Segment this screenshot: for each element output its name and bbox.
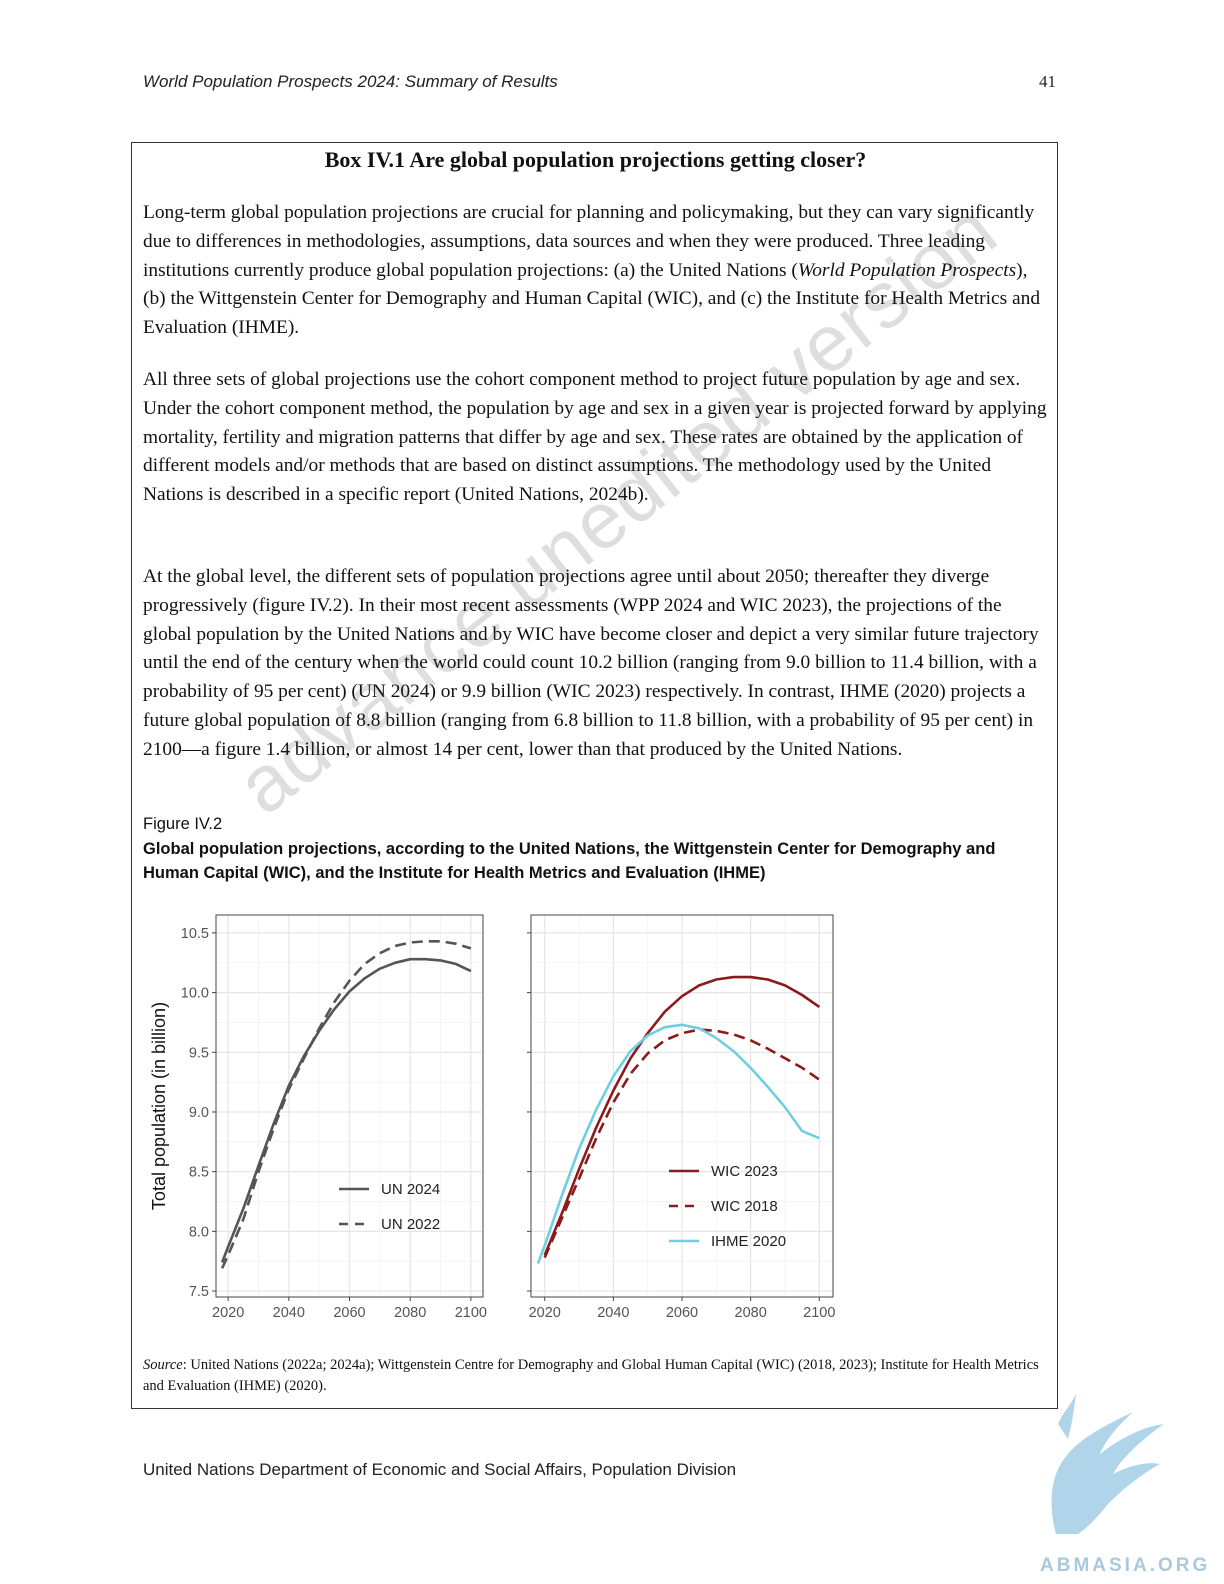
- source-label: Source: [143, 1357, 183, 1373]
- x-tick-label: 2040: [273, 1305, 305, 1321]
- legend-label: IHME 2020: [711, 1233, 786, 1250]
- y-axis-label: Total population (in billion): [149, 1002, 169, 1210]
- y-tick-label: 7.5: [189, 1284, 209, 1300]
- x-tick-label: 2060: [666, 1305, 698, 1321]
- y-tick-label: 10.5: [181, 926, 209, 942]
- chart-panel-left: 2020 2040 2060 2080 2100 7.5 8.0 8.5 9.0 9.5 10.0 1…: [149, 914, 487, 1321]
- page-footer: United Nations Department of Economic an…: [143, 1460, 737, 1479]
- y-tick-label: 9.0: [189, 1105, 209, 1121]
- series-line-un-2022: [220, 940, 472, 1269]
- x-tick-label: 2080: [394, 1305, 426, 1321]
- x-tick-label: 2040: [597, 1305, 629, 1321]
- legend-label: UN 2022: [381, 1216, 440, 1233]
- x-tick-label: 2060: [333, 1305, 365, 1321]
- legend-label: WIC 2023: [711, 1163, 778, 1180]
- x-tick-label: 2020: [212, 1305, 244, 1321]
- series-line-wic-2023: [543, 975, 821, 1256]
- figure-title: Global population projections, according…: [143, 840, 996, 882]
- chart-panel-right: 2020 2040 2060 2080 2100 WIC 2023 WIC 2018 IHME…: [527, 914, 835, 1321]
- series-line-wic-2018: [543, 1028, 821, 1259]
- paragraph-3: At the global level, the different sets …: [143, 566, 1039, 760]
- legend-label: UN 2024: [381, 1181, 440, 1198]
- figure-label: Figure IV.2: [143, 815, 223, 833]
- x-tick-label: 2100: [455, 1305, 487, 1321]
- legend-label: WIC 2018: [711, 1198, 778, 1215]
- paragraph-1-text-b: ), (b) the Wittgenstein Center for Demog…: [143, 259, 1041, 339]
- figure-source: Source: United Nations (2022a; 2024a); W…: [143, 1355, 1043, 1397]
- paragraph-2: All three sets of global projections use…: [143, 369, 1047, 506]
- y-tick-label: 8.0: [189, 1224, 209, 1240]
- paragraph-1-italic: World Population Prospects: [797, 259, 1017, 281]
- figure-charts: 2020 2040 2060 2080 2100 7.5 8.0 8.5 9.0 9.5 10.0 1…: [149, 914, 835, 1321]
- series-line-un-2024: [220, 957, 472, 1263]
- series-line-ihme-2020: [536, 1023, 820, 1265]
- brand-wordmark: ABMASIA.ORG: [1040, 1555, 1211, 1576]
- box-title: Box IV.1 Are global population projectio…: [324, 147, 867, 172]
- paragraph-1-text-a: Long-term global population projections …: [143, 202, 1035, 281]
- source-text: : United Nations (2022a; 2024a); Wittgen…: [143, 1357, 1039, 1394]
- y-tick-label: 8.5: [189, 1165, 209, 1181]
- box-iv-1: Box IV.1 Are global population projectio…: [131, 142, 1058, 1409]
- x-tick-label: 2080: [735, 1305, 767, 1321]
- bird-logo-icon: [1051, 1394, 1164, 1534]
- x-tick-label: 2100: [803, 1305, 835, 1321]
- running-title: World Population Prospects 2024: Summary…: [143, 72, 558, 91]
- x-tick-label: 2020: [529, 1305, 561, 1321]
- page-number: 41: [1039, 72, 1056, 91]
- y-tick-label: 9.5: [189, 1045, 209, 1061]
- y-tick-label: 10.0: [181, 986, 209, 1002]
- paragraph-1: Long-term global population projections …: [143, 199, 1049, 343]
